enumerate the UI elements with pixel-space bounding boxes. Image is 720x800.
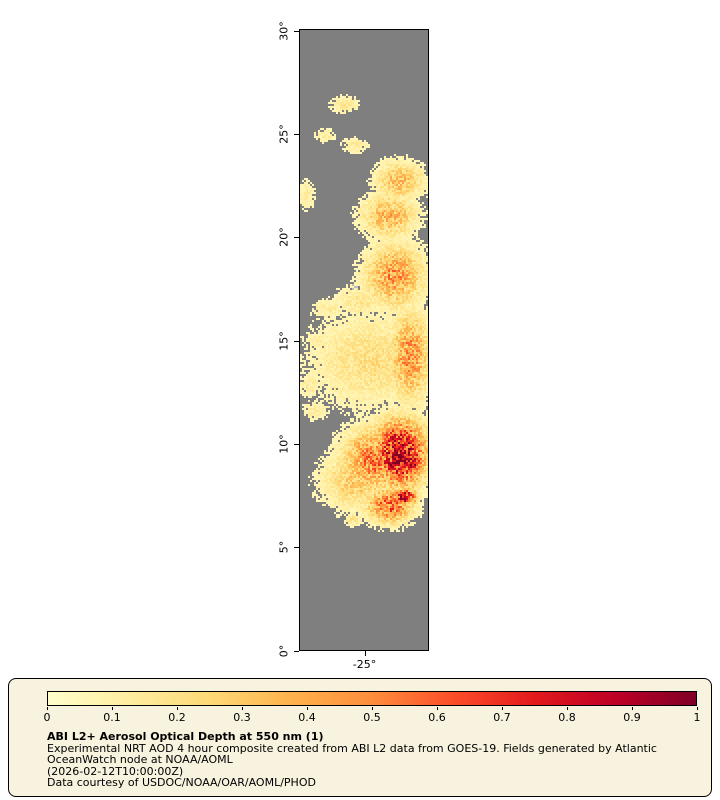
- colorbar-tick-label: 0.1: [103, 711, 121, 724]
- legend-panel: 0 0.1 0.2 0.3 0.4 0.5 0.6 0.7 0.8 0.9 1 ABI L2+ Ae…: [8, 678, 712, 797]
- colorbar-tick-mark: [112, 707, 113, 710]
- lat-tick-label: 0°: [277, 644, 291, 657]
- colorbar-tick-mark: [177, 707, 178, 710]
- caption-description-line1: Experimental NRT AOD 4 hour composite cr…: [47, 741, 657, 755]
- lat-tick-label: 30°: [277, 20, 291, 41]
- lat-tick-label: 20°: [277, 227, 291, 247]
- colorbar-tick-label: 0.2: [168, 711, 186, 724]
- colorbar-tick-label: 0.3: [233, 711, 251, 724]
- lon-tick-mark: [364, 651, 366, 656]
- caption-credit: Data courtesy of USDOC/NOAA/OAR/AOML/PHO…: [47, 776, 316, 789]
- latitude-axis: 30° 25° 20° 15° 10° 5° 0°: [278, 21, 428, 657]
- colorbar-tick-mark: [632, 707, 633, 710]
- caption-timestamp: (2026-02-12T10:00:00Z): [47, 764, 184, 778]
- colorbar-tick-mark: [307, 707, 308, 710]
- colorbar-tick-label: 1: [693, 711, 701, 724]
- colorbar-tick-mark: [437, 707, 438, 710]
- colorbar-tick-label: 0: [43, 711, 51, 724]
- aod-raster-map: [300, 30, 428, 650]
- lat-tick-mark: [294, 133, 299, 135]
- lat-tick-mark: [294, 237, 299, 239]
- colorbar-tick-label: 0.4: [298, 711, 316, 724]
- lat-tick-mark: [294, 340, 299, 342]
- colorbar-tick-mark: [372, 707, 373, 710]
- lat-tick-mark: [294, 443, 299, 445]
- colorbar-ticks: 0 0.1 0.2 0.3 0.4 0.5 0.6 0.7 0.8 0.9 1: [43, 707, 701, 727]
- lat-tick-label: 15°: [277, 330, 291, 351]
- caption-title: ABI L2+ Aerosol Optical Depth at 550 nm …: [47, 730, 324, 743]
- colorbar-tick-label: 0.6: [428, 711, 446, 724]
- lat-tick-label: 25°: [277, 124, 291, 144]
- colorbar-tick-mark: [567, 707, 568, 710]
- lat-tick-mark: [294, 547, 299, 549]
- colorbar-tick-mark: [502, 707, 503, 710]
- longitude-axis: -25°: [300, 30, 428, 671]
- caption: ABI L2+ Aerosol Optical Depth at 550 nm …: [47, 731, 657, 789]
- colorbar-tick-mark: [47, 707, 48, 710]
- colorbar-tick-label: 0.8: [558, 711, 576, 724]
- map-plot: 30° 25° 20° 15° 10° 5° 0° -25°: [278, 21, 429, 671]
- lon-tick-label: -25°: [352, 658, 377, 671]
- colorbar-tick-mark: [242, 707, 243, 710]
- colorbar-tick-mark: [697, 707, 698, 710]
- colorbar-tick-label: 0.9: [623, 711, 641, 724]
- lat-tick-label: 10°: [277, 434, 291, 454]
- lat-tick-label: 5°: [277, 540, 291, 554]
- colorbar-gradient: [47, 691, 697, 706]
- lat-tick-mark: [294, 30, 299, 32]
- colorbar-tick-label: 0.7: [493, 711, 511, 724]
- lat-tick-mark: [294, 650, 299, 652]
- colorbar-tick-label: 0.5: [363, 711, 381, 724]
- caption-description-line2: OceanWatch node at NOAA/AOML: [47, 753, 233, 766]
